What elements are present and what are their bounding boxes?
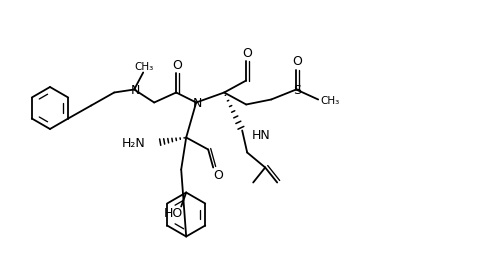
Text: H₂N: H₂N [122,137,145,150]
Text: O: O [292,55,302,68]
Text: O: O [242,47,252,60]
Text: HN: HN [252,129,271,142]
Text: O: O [172,59,182,72]
Text: O: O [213,169,223,182]
Text: N: N [130,84,140,97]
Text: N: N [192,97,202,110]
Text: HO: HO [163,207,183,220]
Text: S: S [293,84,301,97]
Text: CH₃: CH₃ [134,61,154,71]
Text: CH₃: CH₃ [321,95,340,106]
